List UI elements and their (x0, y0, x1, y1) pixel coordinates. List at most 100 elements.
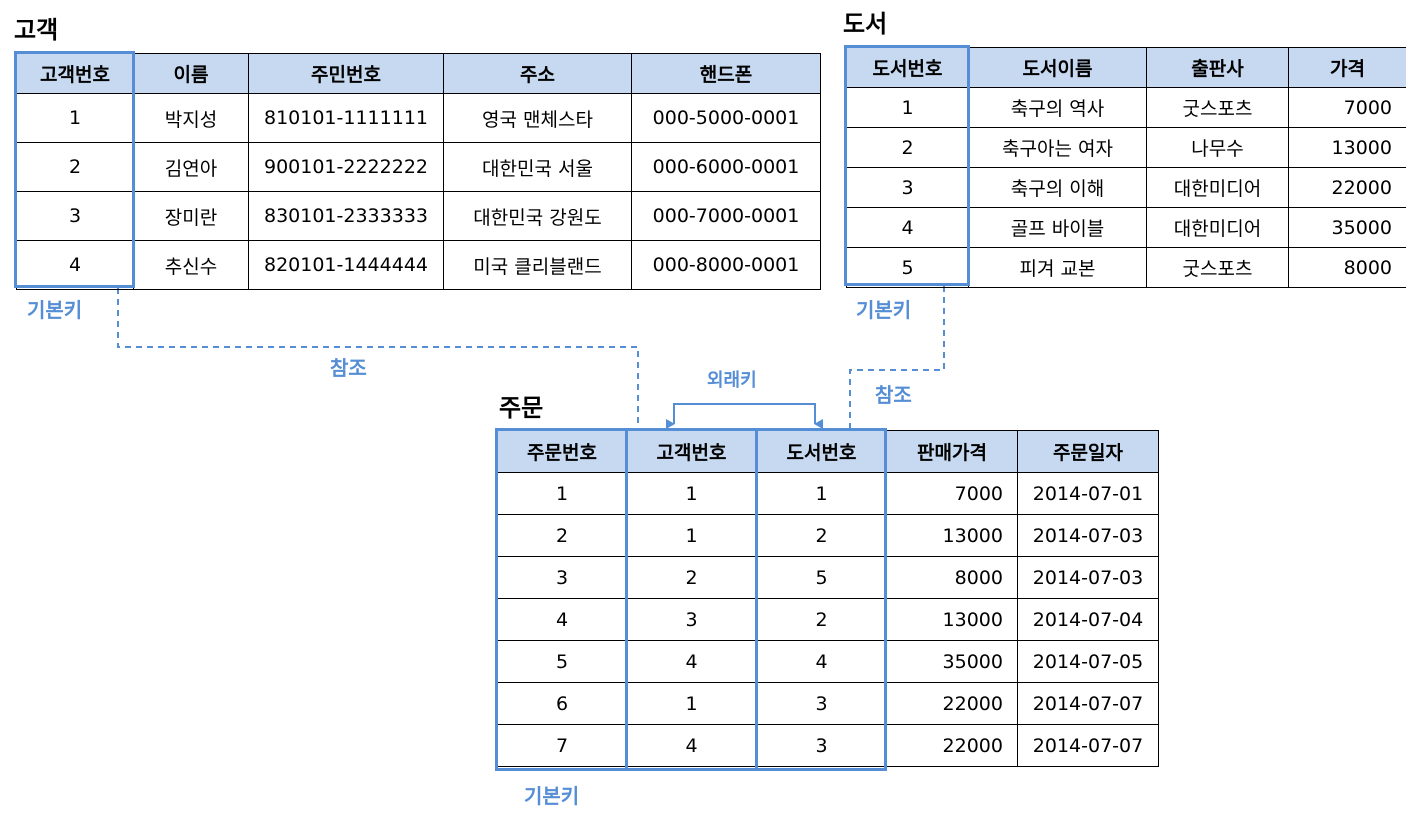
customer-table-cell: 000-5000-0001 (631, 93, 821, 143)
order-header-row: 주문번호 고객번호 도서번호 판매가격 주문일자 (497, 430, 1159, 473)
book-table-row: 5 피겨 교본 굿스포츠 8000 (846, 247, 1406, 288)
book-header-cell: 출판사 (1146, 47, 1289, 88)
customer-header-cell: 핸드폰 (631, 53, 821, 94)
foreign-key-bracket (666, 403, 823, 429)
order-table-cell: 2 (626, 556, 757, 599)
customer-table-title: 고객 (14, 16, 59, 44)
order-table-cell: 5 (497, 640, 627, 683)
order-table-cell: 8000 (886, 556, 1018, 599)
order-table-cell: 2 (756, 514, 887, 557)
order-primary-key-label: 기본키 (524, 784, 580, 808)
customer-table-cell: 박지성 (133, 93, 249, 143)
order-table-row: 1 1 1 7000 2014-07-01 (497, 472, 1159, 515)
customer-table-cell: 대한민국 강원도 (443, 191, 632, 241)
book-table-body: 1 축구의 역사 굿스포츠 7000 2 축구아는 여자 나무수 13000 3 축구의 이해 대한… (846, 87, 1406, 288)
order-header-cell: 주문일자 (1017, 430, 1159, 473)
customer-table-body: 1 박지성 810101-1111111 영국 맨체스타 000-5000-0001 2 김… (16, 93, 821, 290)
book-table-cell: 축구의 역사 (968, 87, 1147, 128)
customer-table-cell: 대한민국 서울 (443, 142, 632, 192)
book-table-cell: 축구아는 여자 (968, 127, 1147, 168)
order-table-cell: 3 (756, 682, 887, 725)
book-table-cell: 대한미디어 (1146, 167, 1289, 208)
book-table-cell: 1 (846, 87, 969, 128)
order-table-cell: 1 (756, 472, 887, 515)
order-table-cell: 4 (626, 640, 757, 683)
order-table-cell: 22000 (886, 724, 1018, 767)
order-table-row: 2 1 2 13000 2014-07-03 (497, 514, 1159, 557)
order-table-cell: 2014-07-07 (1017, 682, 1159, 725)
book-table-cell: 35000 (1288, 207, 1406, 248)
order-table-cell: 1 (626, 514, 757, 557)
book-header-cell: 도서번호 (846, 47, 969, 88)
order-table-cell: 7 (497, 724, 627, 767)
order-table-cell: 3 (497, 556, 627, 599)
book-table-cell: 굿스포츠 (1146, 247, 1289, 288)
order-table-cell: 4 (497, 598, 627, 641)
order-table-cell: 13000 (886, 514, 1018, 557)
book-primary-key-label: 기본키 (856, 298, 912, 322)
customer-table-cell: 000-6000-0001 (631, 142, 821, 192)
order-table-cell: 7000 (886, 472, 1018, 515)
order-table-row: 6 1 3 22000 2014-07-07 (497, 682, 1159, 725)
order-table-cell: 2014-07-01 (1017, 472, 1159, 515)
book-table-cell: 2 (846, 127, 969, 168)
customer-table-cell: 추신수 (133, 240, 249, 290)
order-table-cell: 1 (626, 472, 757, 515)
book-table-cell: 13000 (1288, 127, 1406, 168)
customer-reference-label: 참조 (330, 356, 367, 380)
customer-table: 고객번호 이름 주민번호 주소 핸드폰 1 박지성 810101-1111111 영국 맨체스… (16, 53, 821, 290)
book-table-cell: 4 (846, 207, 969, 248)
customer-table-row: 1 박지성 810101-1111111 영국 맨체스타 000-5000-0001 (16, 93, 821, 143)
book-table-cell: 굿스포츠 (1146, 87, 1289, 128)
order-header-cell: 주문번호 (497, 430, 627, 473)
customer-header-cell: 이름 (133, 53, 249, 94)
book-table-cell: 나무수 (1146, 127, 1289, 168)
order-table-cell: 6 (497, 682, 627, 725)
order-header-cell: 판매가격 (886, 430, 1018, 473)
order-table-cell: 3 (626, 598, 757, 641)
order-table-row: 5 4 4 35000 2014-07-05 (497, 640, 1159, 683)
customer-table-cell: 820101-1444444 (248, 240, 444, 290)
order-table: 주문번호 고객번호 도서번호 판매가격 주문일자 1 1 1 7000 2014-07-01 2 1… (497, 430, 1159, 767)
order-table-row: 4 3 2 13000 2014-07-04 (497, 598, 1159, 641)
book-table-cell: 5 (846, 247, 969, 288)
customer-table-cell: 1 (16, 93, 134, 143)
customer-table-cell: 000-7000-0001 (631, 191, 821, 241)
book-table-cell: 피겨 교본 (968, 247, 1147, 288)
order-table-cell: 2 (756, 598, 887, 641)
order-table-cell: 35000 (886, 640, 1018, 683)
customer-table-cell: 영국 맨체스타 (443, 93, 632, 143)
customer-table-row: 2 김연아 900101-2222222 대한민국 서울 000-6000-0001 (16, 142, 821, 192)
book-table-row: 4 골프 바이블 대한미디어 35000 (846, 207, 1406, 248)
order-table-cell: 2014-07-03 (1017, 514, 1159, 557)
customer-table-cell: 장미란 (133, 191, 249, 241)
order-header-cell: 도서번호 (756, 430, 887, 473)
customer-primary-key-label: 기본키 (27, 298, 83, 322)
order-table-row: 3 2 5 8000 2014-07-03 (497, 556, 1159, 599)
customer-header-cell: 주소 (443, 53, 632, 94)
customer-table-cell: 000-8000-0001 (631, 240, 821, 290)
order-table-cell: 1 (497, 472, 627, 515)
order-table-row: 7 4 3 22000 2014-07-07 (497, 724, 1159, 767)
book-table: 도서번호 도서이름 출판사 가격 1 축구의 역사 굿스포츠 7000 2 축구아는 여자 나무수… (846, 47, 1406, 288)
book-table-cell: 22000 (1288, 167, 1406, 208)
customer-table-cell: 830101-2333333 (248, 191, 444, 241)
book-table-cell: 축구의 이해 (968, 167, 1147, 208)
book-header-row: 도서번호 도서이름 출판사 가격 (846, 47, 1406, 88)
book-header-cell: 가격 (1288, 47, 1406, 88)
customer-header-row: 고객번호 이름 주민번호 주소 핸드폰 (16, 53, 821, 94)
order-table-cell: 2 (497, 514, 627, 557)
customer-reference-line (117, 288, 639, 428)
customer-table-cell: 2 (16, 142, 134, 192)
book-table-cell: 대한미디어 (1146, 207, 1289, 248)
book-table-cell: 골프 바이블 (968, 207, 1147, 248)
customer-table-cell: 미국 클리블랜드 (443, 240, 632, 290)
book-reference-label: 참조 (875, 383, 912, 407)
book-table-row: 2 축구아는 여자 나무수 13000 (846, 127, 1406, 168)
book-table-row: 3 축구의 이해 대한미디어 22000 (846, 167, 1406, 208)
book-header-cell: 도서이름 (968, 47, 1147, 88)
book-table-row: 1 축구의 역사 굿스포츠 7000 (846, 87, 1406, 128)
customer-table-cell: 김연아 (133, 142, 249, 192)
order-table-cell: 2014-07-07 (1017, 724, 1159, 767)
